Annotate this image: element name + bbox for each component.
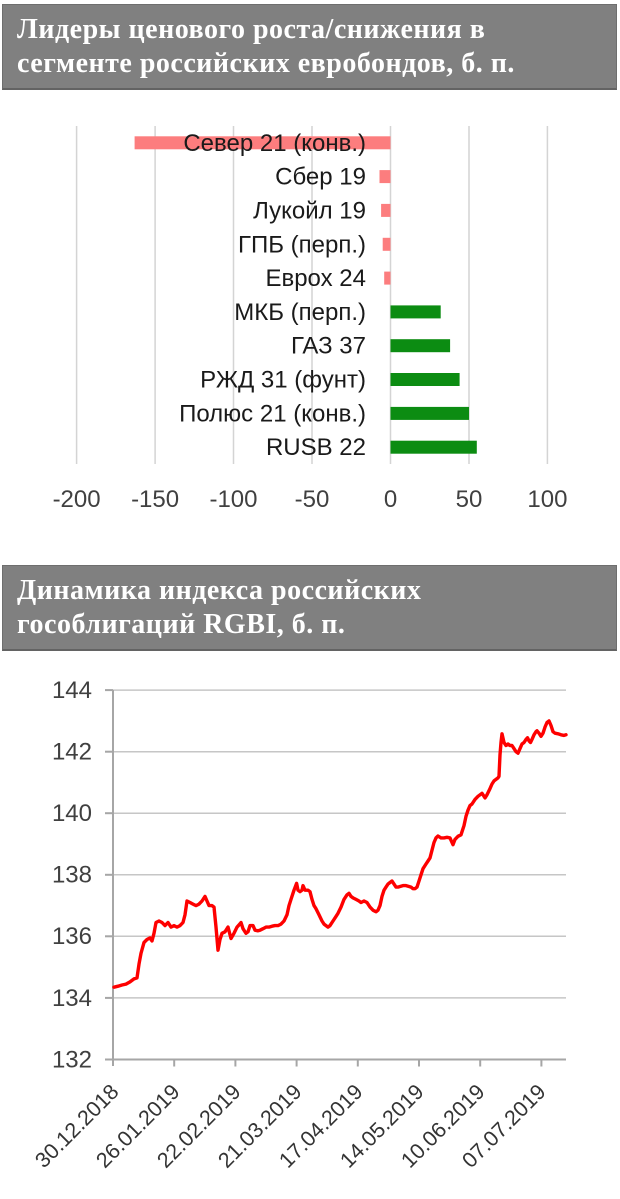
svg-text:Сбер 19: Сбер 19 bbox=[275, 164, 366, 191]
svg-text:ГПБ (перп.): ГПБ (перп.) bbox=[238, 231, 366, 258]
svg-text:-50: -50 bbox=[295, 486, 330, 513]
svg-text:-150: -150 bbox=[131, 486, 179, 513]
svg-text:138: 138 bbox=[52, 862, 92, 889]
svg-text:-100: -100 bbox=[209, 486, 257, 513]
svg-text:МКБ (перп.): МКБ (перп.) bbox=[234, 299, 366, 326]
svg-text:Полюс 21 (конв.): Полюс 21 (конв.) bbox=[179, 400, 366, 427]
svg-text:100: 100 bbox=[527, 486, 567, 513]
svg-text:0: 0 bbox=[384, 486, 397, 513]
svg-text:Еврох 24: Еврох 24 bbox=[265, 265, 366, 292]
svg-text:136: 136 bbox=[52, 923, 92, 950]
svg-text:-200: -200 bbox=[53, 486, 101, 513]
svg-text:Лукойл 19: Лукойл 19 bbox=[253, 197, 366, 224]
svg-text:134: 134 bbox=[52, 985, 92, 1012]
svg-text:132: 132 bbox=[52, 1046, 92, 1073]
svg-text:142: 142 bbox=[52, 739, 92, 766]
svg-text:144: 144 bbox=[52, 677, 92, 704]
svg-text:RUSB 22: RUSB 22 bbox=[266, 434, 366, 461]
svg-text:140: 140 bbox=[52, 800, 92, 827]
svg-text:Север 21 (конв.): Север 21 (конв.) bbox=[183, 130, 366, 157]
svg-text:50: 50 bbox=[456, 486, 483, 513]
svg-text:РЖД 31 (фунт): РЖД 31 (фунт) bbox=[200, 367, 366, 394]
svg-text:ГАЗ 37: ГАЗ 37 bbox=[291, 333, 366, 360]
